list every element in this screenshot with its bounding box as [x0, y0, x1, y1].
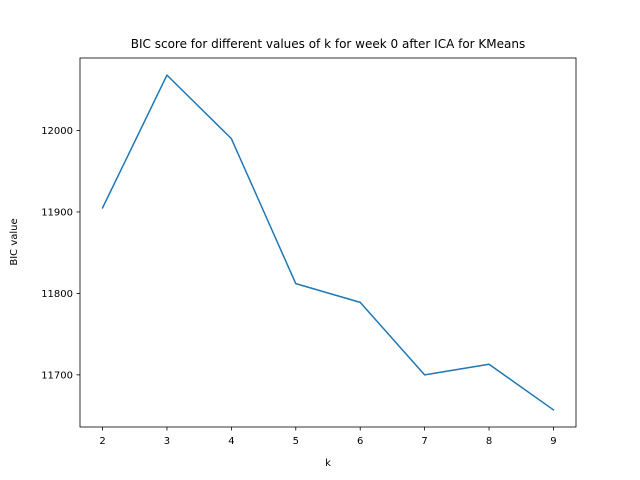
x-tick-label: 8 — [486, 436, 492, 447]
y-axis-ticks: 11700 11800 11900 12000 — [41, 126, 80, 381]
x-tick-label: 6 — [357, 436, 363, 447]
chart-title: BIC score for different values of k for … — [131, 37, 526, 51]
y-tick-label: 11700 — [41, 370, 73, 381]
x-tick-label: 3 — [164, 436, 170, 447]
plot-frame — [79, 57, 577, 428]
x-axis-ticks: 2 3 4 5 6 7 8 9 — [99, 427, 557, 447]
x-tick-label: 4 — [228, 436, 234, 447]
y-tick-label: 12000 — [41, 126, 73, 137]
x-tick-label: 2 — [99, 436, 105, 447]
bic-series-line — [101, 74, 555, 411]
y-axis-label: BIC value — [9, 218, 20, 265]
x-tick-label: 7 — [421, 436, 427, 447]
x-tick-label: 5 — [293, 436, 299, 447]
y-tick-label: 11800 — [41, 289, 73, 300]
y-tick-label: 11900 — [41, 207, 73, 218]
series-layer — [101, 74, 555, 411]
x-tick-label: 9 — [550, 436, 556, 447]
x-axis-label: k — [325, 458, 331, 469]
